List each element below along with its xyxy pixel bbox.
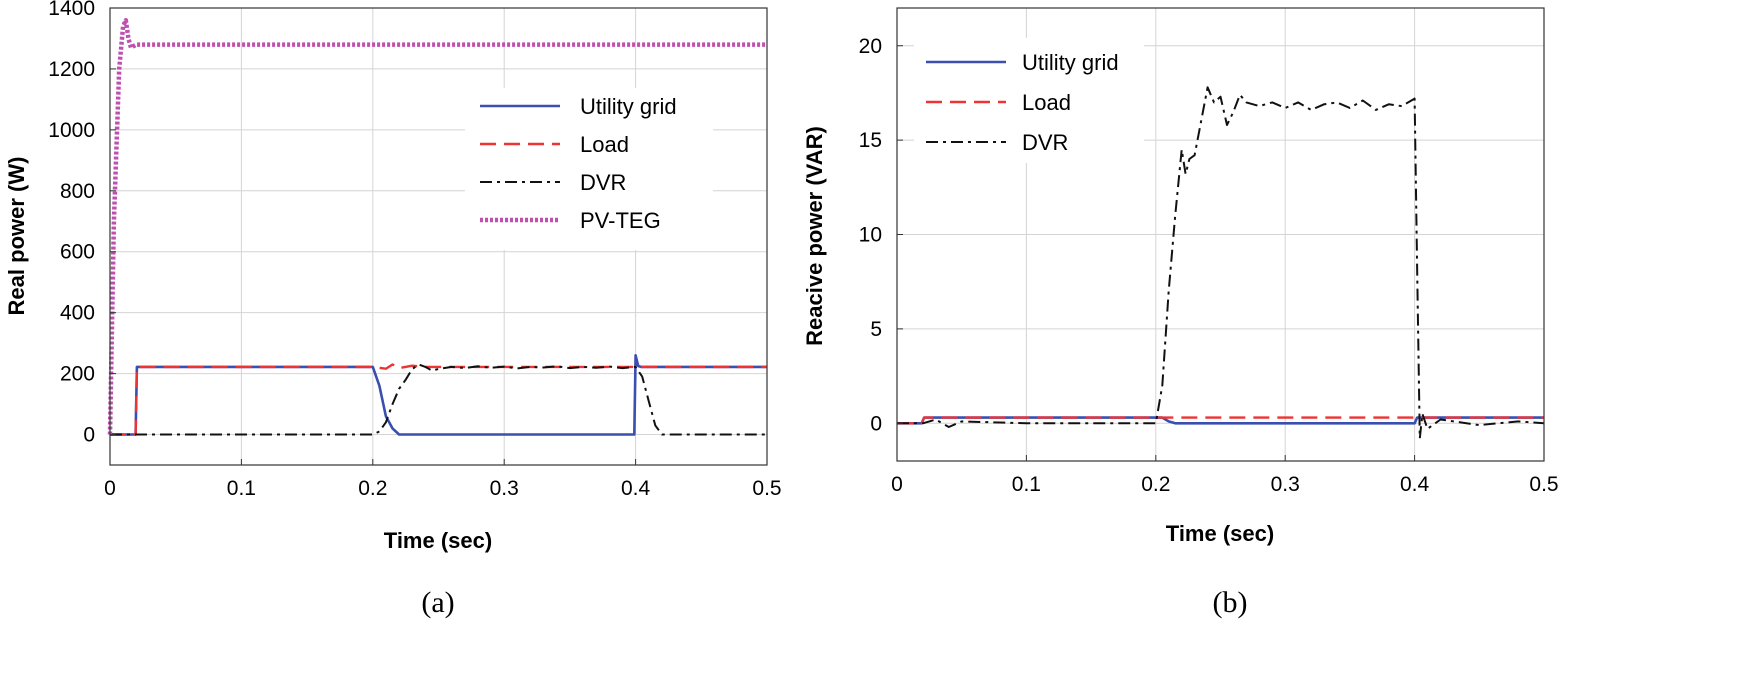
y-tick-label-a-6: 1200: [48, 58, 95, 81]
series-line-a-dvr: [110, 363, 767, 436]
plot-frame-a: [109, 7, 768, 466]
legend-a: Utility grid Load DVR PV-TEG: [465, 88, 713, 250]
y-tick-label-a-3: 600: [60, 241, 95, 264]
caption-b: (b): [1213, 586, 1248, 619]
x-tick-label-b-1: 0.1: [1012, 473, 1041, 496]
x-tick-label-a-4: 0.4: [621, 477, 651, 500]
series-line-a-pv-teg: [107, 17, 767, 435]
y-tick-label-b-2: 10: [859, 224, 882, 247]
x-tick-label-a-2: 0.2: [358, 477, 387, 500]
legend-b: Utility grid Load DVR: [914, 38, 1144, 163]
x-tick-label-b-2: 0.2: [1141, 473, 1170, 496]
y-tick-label-b-4: 20: [859, 35, 882, 58]
x-tick-label-b-4: 0.4: [1400, 473, 1430, 496]
y-tick-label-b-0: 0: [870, 412, 882, 435]
caption-a: (a): [421, 586, 454, 619]
legend-label-a-2: DVR: [580, 170, 626, 195]
x-tick-label-b-0: 0: [891, 473, 903, 496]
legend-label-b-2: DVR: [1022, 130, 1068, 155]
x-tick-label-b-5: 0.5: [1529, 473, 1558, 496]
y-tick-label-b-1: 5: [870, 318, 882, 341]
y-tick-label-a-1: 200: [60, 363, 95, 386]
legend-label-b-0: Utility grid: [1022, 50, 1119, 75]
y-tick-label-a-2: 400: [60, 302, 95, 325]
x-axis-label-a: Time (sec): [384, 528, 492, 553]
legend-label-a-3: PV-TEG: [580, 208, 661, 233]
y-tick-label-a-7: 1400: [48, 0, 95, 20]
x-tick-label-a-0: 0: [104, 477, 116, 500]
x-axis-label-b: Time (sec): [1166, 521, 1274, 546]
x-tick-label-b-3: 0.3: [1271, 473, 1300, 496]
legend-box-a: [465, 88, 713, 250]
series-line-b-dvr: [897, 86, 1545, 440]
y-tick-label-a-0: 0: [83, 424, 95, 447]
legend-label-a-0: Utility grid: [580, 94, 677, 119]
legend-label-b-1: Load: [1022, 90, 1071, 115]
x-tick-label-a-3: 0.3: [490, 477, 519, 500]
y-axis-label-b: Reacive power (VAR): [802, 126, 827, 346]
panel-a: 0 0.1 0.2 0.3 0.4 0.5 0 200 400 600 800 1000 1200 140…: [4, 0, 782, 619]
x-tick-label-a-1: 0.1: [227, 477, 256, 500]
x-tick-label-a-5: 0.5: [752, 477, 781, 500]
y-axis-label-a: Real power (W): [4, 157, 29, 316]
y-tick-label-a-4: 800: [60, 180, 95, 203]
legend-label-a-1: Load: [580, 132, 629, 157]
panel-b: 0 0.1 0.2 0.3 0.4 0.5 0 5 10 15 20 Time (sec) Reac…: [802, 7, 1559, 619]
y-tick-label-a-5: 1000: [48, 119, 95, 142]
y-tick-label-b-3: 15: [859, 129, 882, 152]
